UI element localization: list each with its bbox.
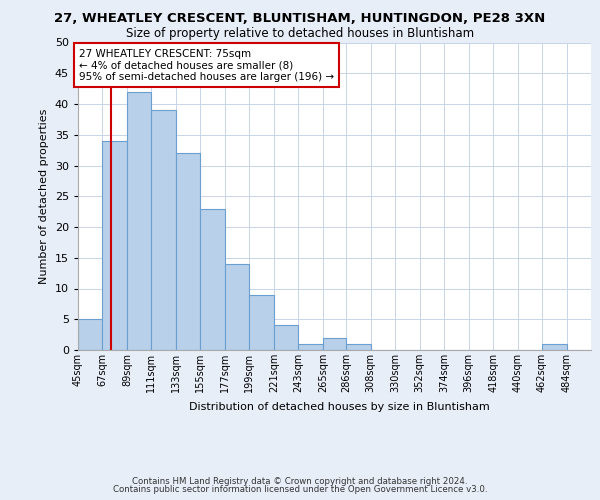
Text: Distribution of detached houses by size in Bluntisham: Distribution of detached houses by size … [188, 402, 490, 412]
Text: 27 WHEATLEY CRESCENT: 75sqm
← 4% of detached houses are smaller (8)
95% of semi-: 27 WHEATLEY CRESCENT: 75sqm ← 4% of deta… [79, 48, 334, 82]
Bar [103, 141, 127, 350]
Bar [225, 264, 250, 350]
Bar [346, 344, 371, 350]
Text: Size of property relative to detached houses in Bluntisham: Size of property relative to detached ho… [126, 28, 474, 40]
Bar [250, 294, 274, 350]
Bar [151, 110, 176, 350]
Bar [542, 344, 566, 350]
Bar [78, 320, 103, 350]
Bar [323, 338, 346, 350]
Y-axis label: Number of detached properties: Number of detached properties [39, 108, 49, 284]
Bar [127, 92, 151, 350]
Bar [298, 344, 323, 350]
Bar [274, 326, 298, 350]
Bar [176, 153, 200, 350]
Text: Contains HM Land Registry data © Crown copyright and database right 2024.: Contains HM Land Registry data © Crown c… [132, 477, 468, 486]
Bar [200, 208, 225, 350]
Text: Contains public sector information licensed under the Open Government Licence v3: Contains public sector information licen… [113, 485, 487, 494]
Text: 27, WHEATLEY CRESCENT, BLUNTISHAM, HUNTINGDON, PE28 3XN: 27, WHEATLEY CRESCENT, BLUNTISHAM, HUNTI… [55, 12, 545, 26]
